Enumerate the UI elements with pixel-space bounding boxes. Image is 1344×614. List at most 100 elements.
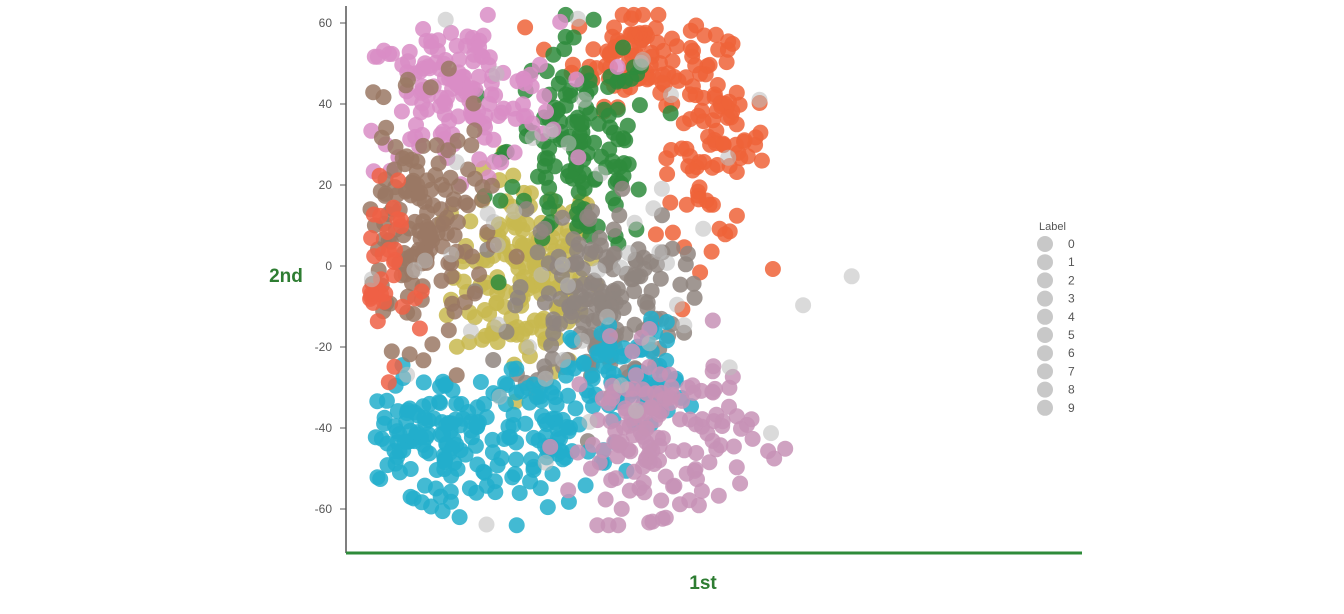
point-label-1 <box>723 109 739 126</box>
point-label-5 <box>659 332 675 349</box>
point-label-2 <box>504 178 521 195</box>
point-label-4 <box>626 316 643 333</box>
point-label-4 <box>536 220 553 237</box>
y-tick-label: 20 <box>319 178 333 192</box>
point-label-2 <box>539 150 556 167</box>
point-label-2 <box>562 87 579 104</box>
point-label-3 <box>369 48 386 65</box>
point-label-7 <box>457 243 474 260</box>
point-label-1 <box>664 224 681 241</box>
point-label-5 <box>472 374 489 390</box>
point-label-1 <box>693 102 710 119</box>
point-label-9 <box>399 366 416 383</box>
point-label-2 <box>545 46 562 63</box>
point-label-4 <box>512 279 529 296</box>
point-label-6 <box>606 434 623 450</box>
point-label-1 <box>753 152 770 169</box>
point-label-1 <box>731 96 748 113</box>
point-label-7 <box>422 79 439 96</box>
point-label-5 <box>558 367 574 384</box>
point-label-6 <box>705 384 721 401</box>
point-label-4 <box>581 245 598 262</box>
point-label-9 <box>524 130 541 146</box>
point-label-6 <box>760 443 777 460</box>
point-label-7 <box>424 336 441 353</box>
point-label-8 <box>380 374 397 391</box>
point-label-6 <box>704 312 721 329</box>
scatter-points <box>362 6 860 534</box>
point-label-5 <box>523 451 540 468</box>
point-label-8 <box>386 254 403 270</box>
point-label-2 <box>620 156 637 173</box>
point-label-5 <box>463 422 480 439</box>
point-label-2 <box>537 169 554 186</box>
point-label-6 <box>701 454 718 471</box>
point-label-9 <box>634 51 651 68</box>
point-label-9 <box>612 259 629 276</box>
point-label-5 <box>658 314 675 330</box>
point-label-3 <box>524 115 541 132</box>
legend-label: 9 <box>1068 401 1075 415</box>
point-label-6 <box>542 438 559 455</box>
legend-label: 0 <box>1068 237 1075 251</box>
point-label-9 <box>576 91 593 108</box>
point-label-5 <box>508 451 525 468</box>
point-label-8 <box>407 290 424 307</box>
point-label-9 <box>573 332 590 349</box>
legend-label: 2 <box>1068 273 1075 287</box>
point-label-1 <box>585 41 602 58</box>
point-label-5 <box>575 354 592 371</box>
point-label-3 <box>429 42 446 59</box>
point-label-5 <box>441 444 458 461</box>
point-label-3 <box>536 88 553 105</box>
point-label-6 <box>569 444 586 461</box>
point-label-4 <box>575 314 592 331</box>
point-label-7 <box>433 176 450 193</box>
point-label-6 <box>744 430 761 447</box>
point-label-1 <box>659 166 676 182</box>
point-label-1 <box>682 111 699 128</box>
point-label-9 <box>542 123 559 140</box>
point-label-6 <box>644 513 661 530</box>
point-label-7 <box>387 139 404 155</box>
point-label-1 <box>664 30 680 47</box>
point-label-7 <box>450 178 467 195</box>
point-label-6 <box>725 438 742 455</box>
point-label-8 <box>363 230 380 246</box>
point-label-4 <box>626 283 643 300</box>
point-label-9 <box>763 425 779 442</box>
point-label-4 <box>606 245 623 262</box>
legend-label: 8 <box>1068 383 1075 397</box>
point-label-5 <box>548 396 565 413</box>
point-label-4 <box>543 337 560 354</box>
point-label-1 <box>650 6 667 23</box>
x-axis-title: 1st <box>689 573 717 594</box>
point-label-4 <box>664 240 681 257</box>
point-label-3 <box>479 6 496 23</box>
point-label-1 <box>708 103 725 119</box>
point-label-7 <box>383 343 400 360</box>
point-label-5 <box>508 360 525 377</box>
legend-label: 3 <box>1068 292 1075 306</box>
point-label-9 <box>490 316 507 333</box>
point-label-8 <box>379 224 396 240</box>
legend-marker <box>1037 399 1053 416</box>
point-label-9 <box>437 11 454 28</box>
point-label-2 <box>596 101 613 118</box>
point-label-7 <box>508 248 525 265</box>
point-label-2 <box>492 192 509 209</box>
point-label-4 <box>552 315 568 332</box>
point-label-0 <box>455 273 472 290</box>
point-label-9 <box>569 10 586 27</box>
y-axis-title: 2nd <box>269 266 303 287</box>
point-label-3 <box>505 100 522 117</box>
point-label-3 <box>459 28 476 45</box>
point-label-7 <box>484 177 500 194</box>
point-label-4 <box>605 221 622 238</box>
point-label-7 <box>440 322 457 339</box>
point-label-8 <box>369 313 386 330</box>
legend-marker <box>1037 363 1053 380</box>
point-label-2 <box>662 105 679 122</box>
point-label-6 <box>638 420 655 437</box>
